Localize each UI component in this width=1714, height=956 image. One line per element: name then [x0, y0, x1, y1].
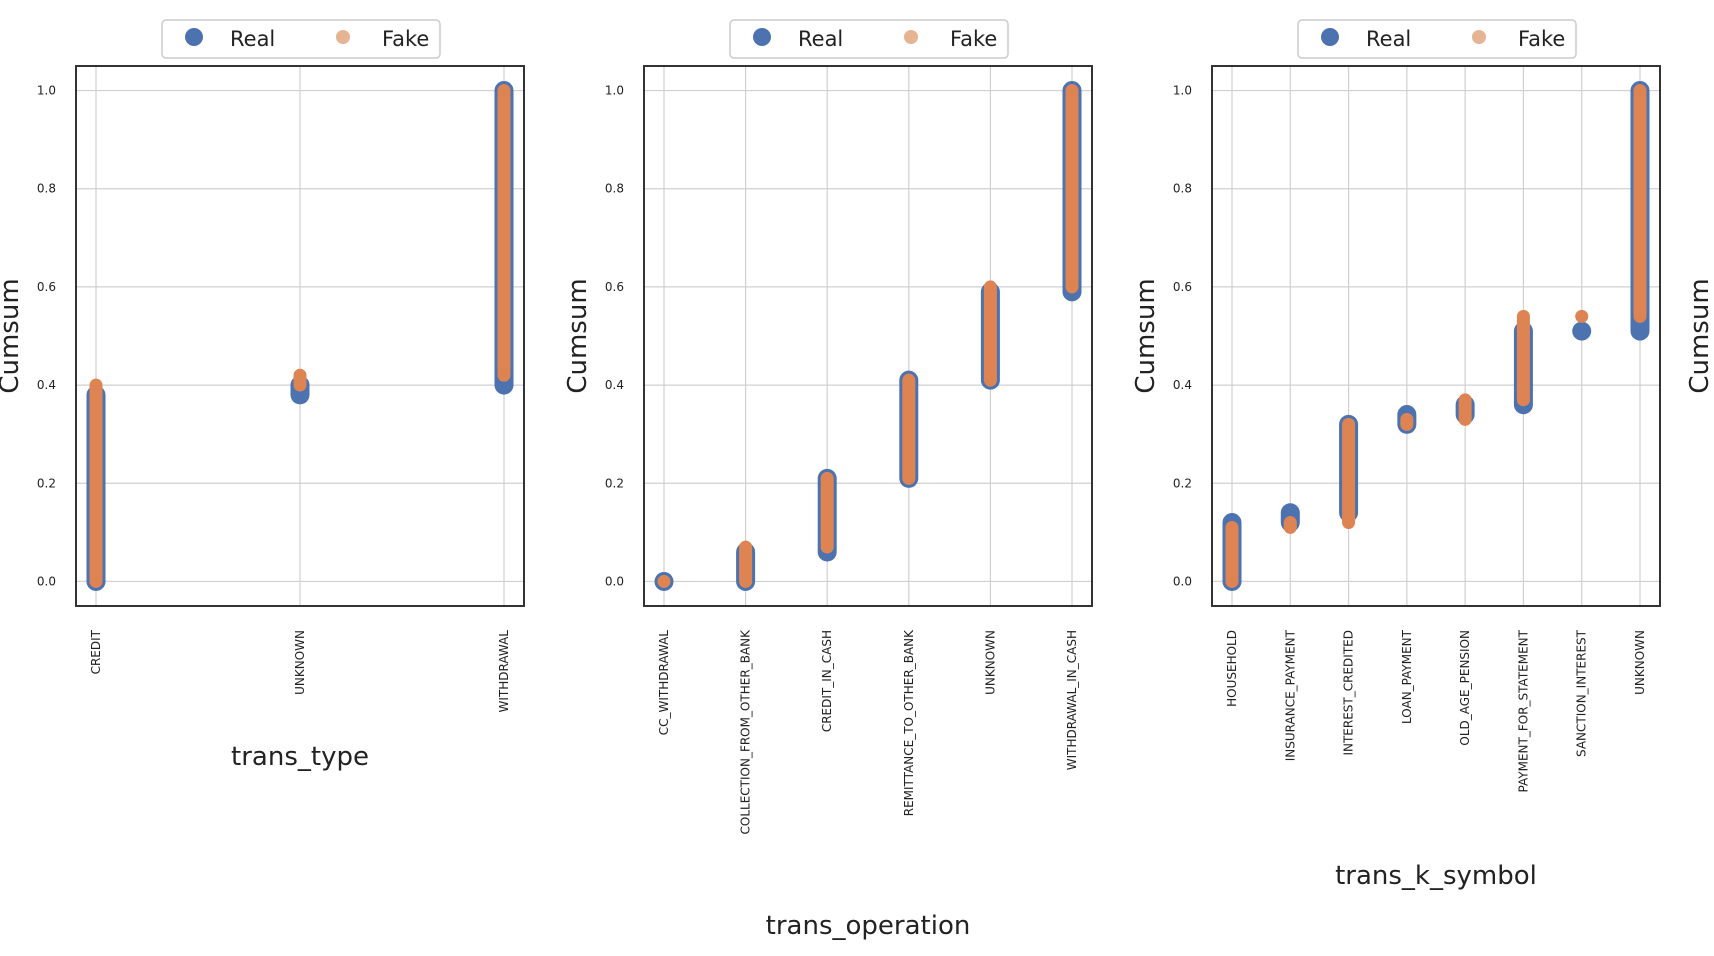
x-axis-label: trans_operation	[766, 911, 971, 941]
legend-fake-label: Fake	[1518, 27, 1565, 51]
y-tick-label: 0.0	[1173, 574, 1192, 588]
x-tick-label: INTEREST_CREDITED	[1342, 630, 1356, 756]
x-tick-label: UNKNOWN	[1633, 630, 1647, 695]
legend-real-marker	[753, 28, 771, 46]
x-tick-label: OLD_AGE_PENSION	[1458, 630, 1472, 746]
legend: Real Fake	[161, 19, 441, 59]
y-tick-label: 1.0	[605, 84, 624, 98]
axes-frame	[643, 65, 1093, 607]
y-tick-label: 1.0	[1173, 84, 1192, 98]
axes-frame	[75, 65, 525, 607]
y-tick-label: 0.6	[605, 280, 624, 294]
legend-fake-marker	[1472, 30, 1486, 44]
legend-real-marker	[185, 28, 203, 46]
legend-fake-label: Fake	[382, 27, 429, 51]
y-tick-label: 0.8	[605, 182, 624, 196]
x-axis-label: trans_k_symbol	[1335, 861, 1537, 891]
legend-box	[161, 19, 441, 59]
y-axis-label: Cumsum	[563, 278, 593, 393]
x-tick-label: LOAN_PAYMENT	[1400, 629, 1414, 724]
y-tick-label: 1.0	[37, 84, 56, 98]
x-tick-label: UNKNOWN	[983, 630, 997, 695]
legend-box	[729, 19, 1009, 59]
x-tick-label: INSURANCE_PAYMENT	[1283, 629, 1297, 761]
y-tick-label: 0.4	[37, 378, 56, 392]
legend-fake-marker	[904, 30, 918, 44]
panel-trans-k-symbol: 0.0 0.2 0.4 0.6 0.8 1.0 HOUSEHOLD INSURANCE_PAY…	[1131, 19, 1661, 891]
y-tick-label: 0.4	[1173, 378, 1192, 392]
y-tick-label: 0.2	[605, 476, 624, 490]
y-tick-label: 0.2	[37, 476, 56, 490]
y-tick-label: 0.8	[37, 182, 56, 196]
y-tick-label: 0.0	[605, 574, 624, 588]
legend-box	[1297, 19, 1577, 59]
legend: Real Fake	[729, 19, 1009, 59]
x-tick-label: SANCTION_INTEREST	[1575, 629, 1589, 757]
panel-trans-operation: 0.0 0.2 0.4 0.6 0.8 1.0 CC_WITHDRAWAL COLLECTIO…	[563, 19, 1093, 941]
y-tick-label: 0.0	[37, 574, 56, 588]
x-tick-label: HOUSEHOLD	[1225, 630, 1239, 707]
y-axis-label: Cumsum	[1131, 278, 1161, 393]
x-tick-label: WITHDRAWAL_IN_CASH	[1065, 630, 1079, 770]
x-axis-label: trans_type	[231, 742, 369, 772]
x-tick-label: CC_WITHDRAWAL	[657, 630, 671, 736]
axes-frame	[1211, 65, 1661, 607]
x-tick-label: UNKNOWN	[293, 630, 307, 695]
y-tick-label: 0.6	[37, 280, 56, 294]
legend: Real Fake	[1297, 19, 1577, 59]
y-axis-label: Cumsum	[0, 278, 25, 393]
x-tick-label: WITHDRAWAL	[497, 630, 511, 713]
y-tick-label: 0.4	[605, 378, 624, 392]
legend-real-label: Real	[1366, 27, 1411, 51]
x-tick-label: PAYMENT_FOR_STATEMENT	[1516, 629, 1530, 792]
y-tick-label: 0.2	[1173, 476, 1192, 490]
x-tick-label: REMITTANCE_TO_OTHER_BANK	[902, 629, 916, 816]
x-tick-label: CREDIT_IN_CASH	[820, 630, 834, 732]
legend-fake-label: Fake	[950, 27, 997, 51]
legend-fake-marker	[336, 30, 350, 44]
clipped-panel-y-axis-label: Cumsum	[1685, 278, 1714, 393]
legend-real-label: Real	[798, 27, 843, 51]
x-tick-label: COLLECTION_FROM_OTHER_BANK	[739, 629, 753, 835]
x-tick-label: CREDIT	[89, 629, 103, 674]
legend-real-label: Real	[230, 27, 275, 51]
y-tick-label: 0.6	[1173, 280, 1192, 294]
y-tick-label: 0.8	[1173, 182, 1192, 196]
legend-real-marker	[1321, 28, 1339, 46]
panel-trans-type: 0.0 0.2 0.4 0.6 0.8 1.0 CREDIT UNKNOWN WITHDRAWA…	[0, 19, 525, 772]
